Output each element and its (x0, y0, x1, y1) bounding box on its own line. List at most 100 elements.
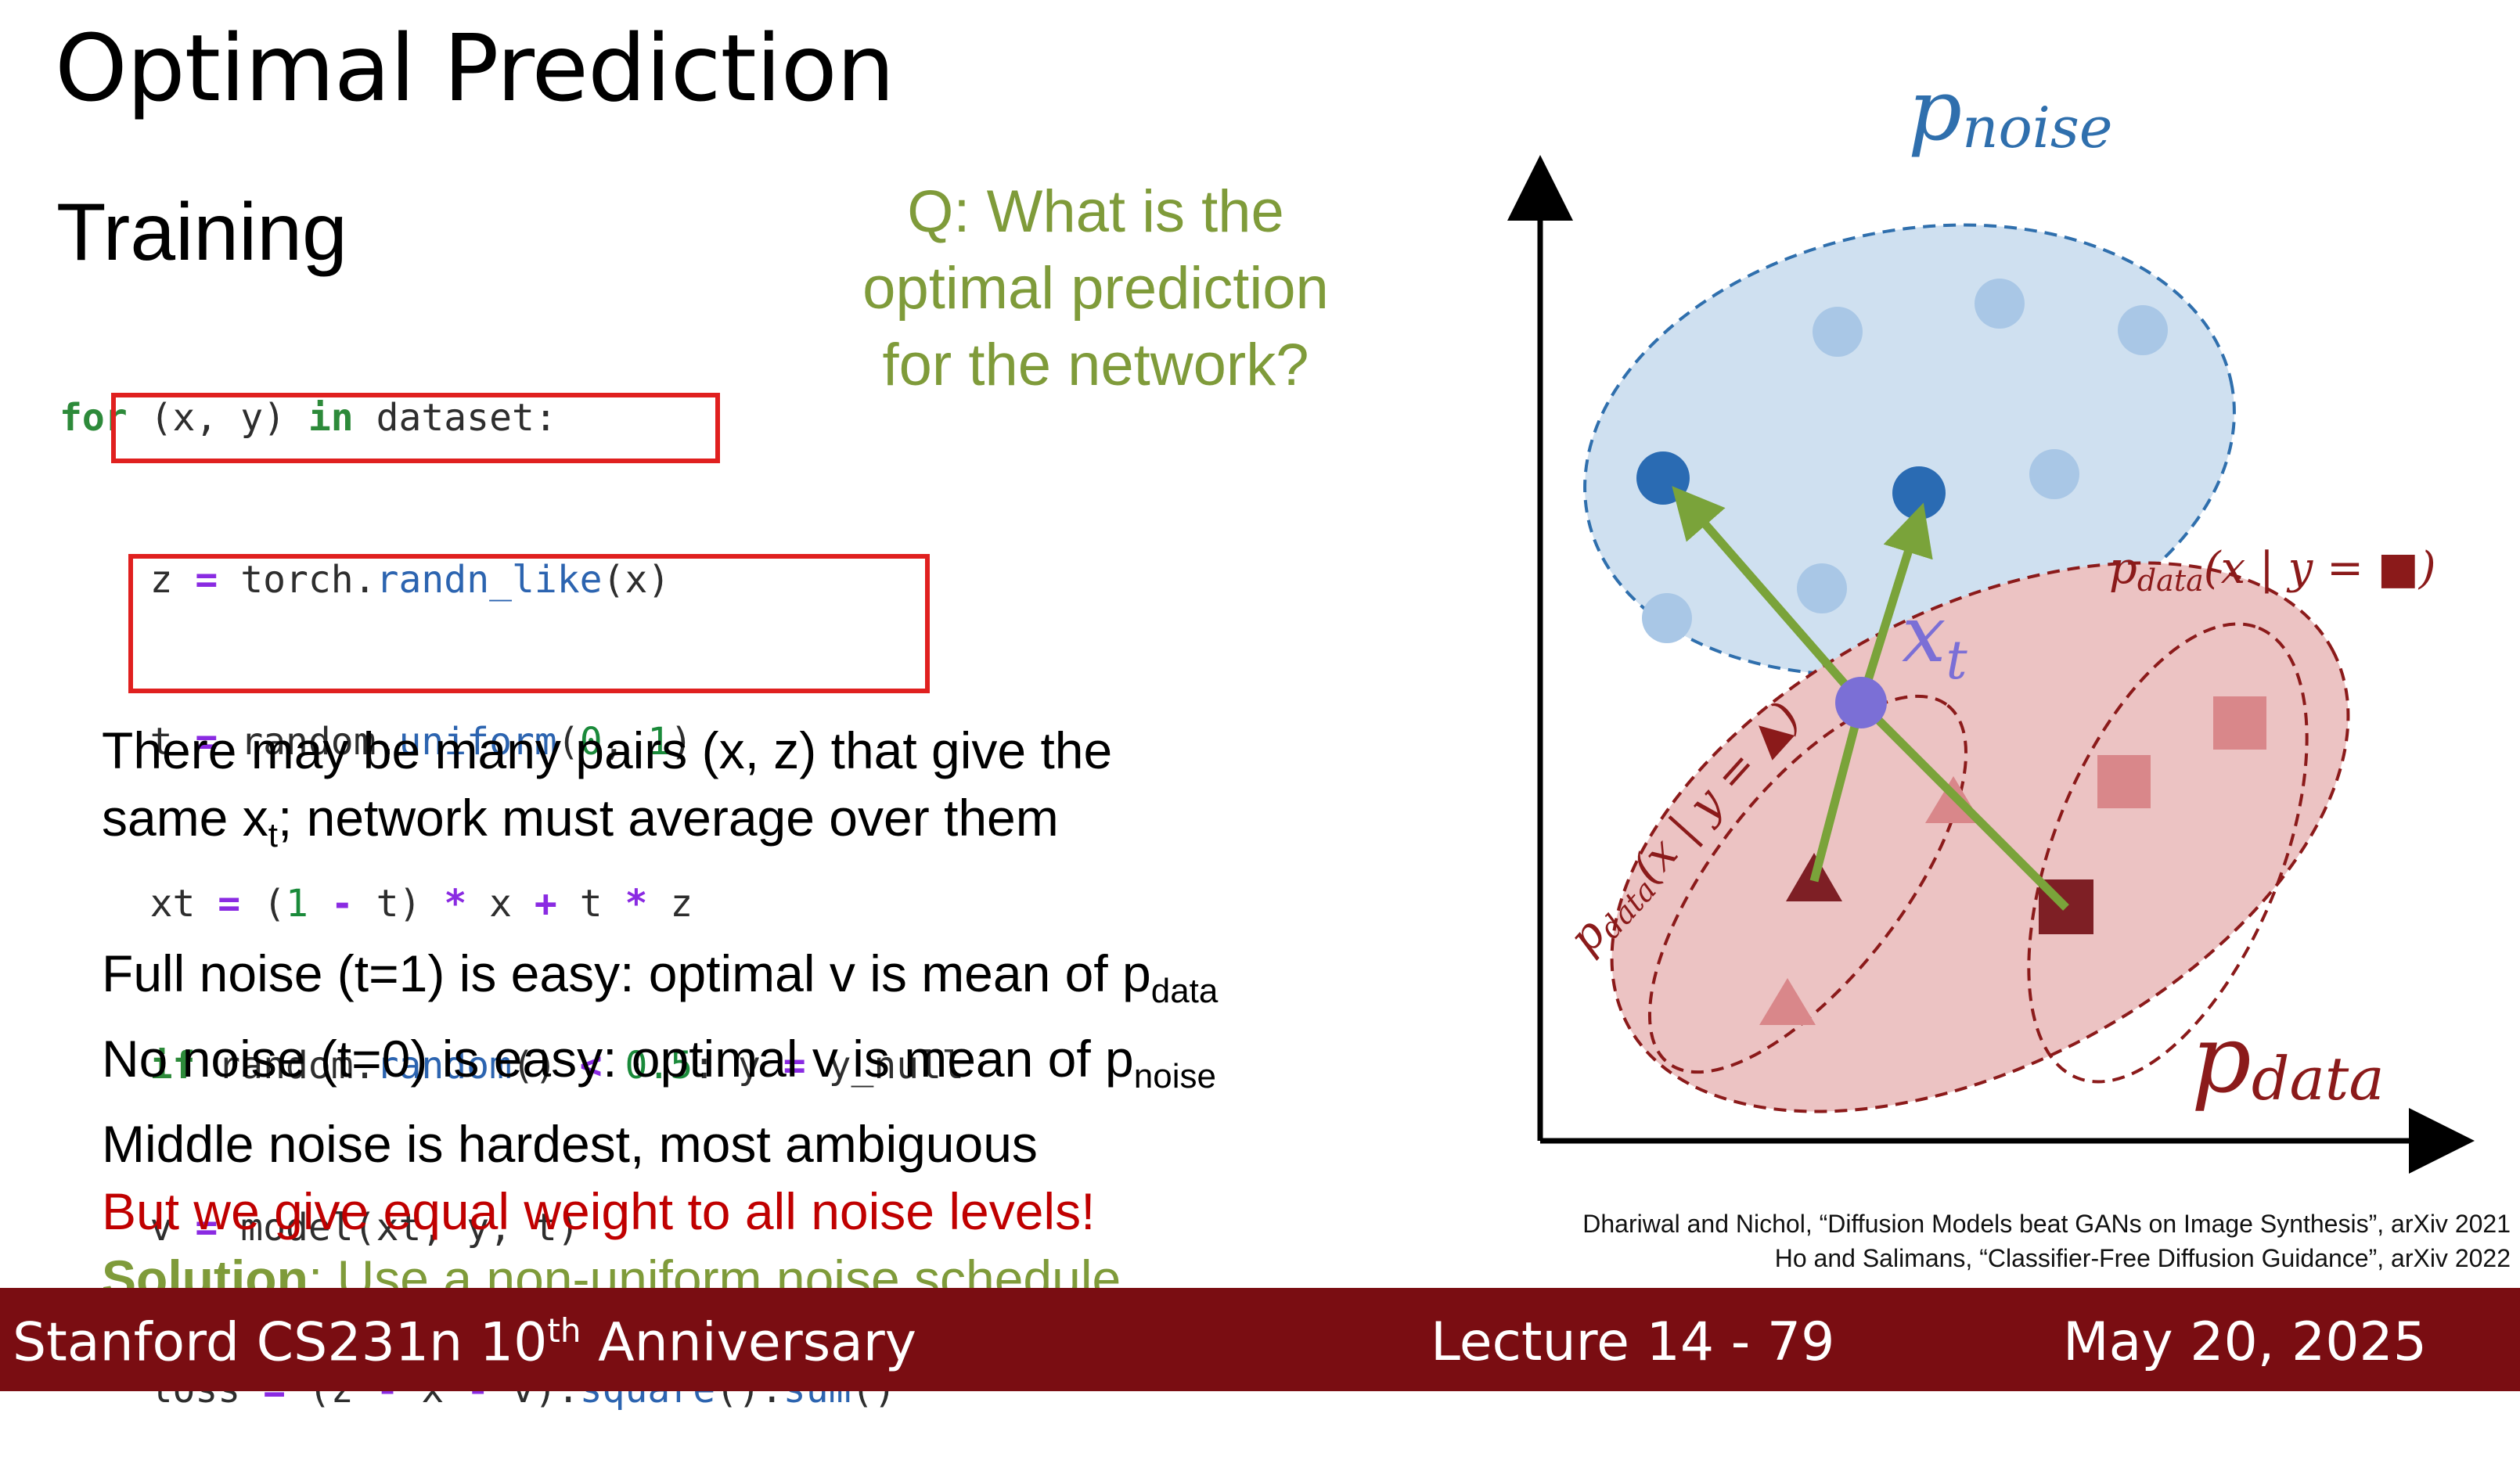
code-line: for (x, y) in dataset: (59, 391, 964, 445)
square-sample (2097, 755, 2151, 808)
code-operator: + (534, 882, 557, 926)
code-text: torch. (218, 558, 376, 602)
arrow-to-noise (1672, 486, 1865, 706)
noise-sample-dot-selected (1892, 466, 1946, 520)
data-distribution-region (1610, 561, 2350, 1113)
code-line: t = random.uniform(0, 1) (59, 715, 964, 769)
code-text: z (59, 558, 196, 602)
citation: Ho and Salimans, “Classifier-Free Diffus… (1774, 1244, 2511, 1272)
bullet-text: Full noise (t=1) is easy: optimal v is m… (102, 944, 1151, 1002)
code-operator: - (330, 882, 354, 926)
arrow-to-noise (1856, 502, 1933, 704)
noise-sample-dot (2118, 305, 2168, 355)
code-text: ) (670, 720, 693, 764)
bullet-text: ; network must average over them (277, 789, 1059, 847)
noise-sample-dot (1975, 279, 2025, 329)
arrow-shaft (1858, 700, 2069, 911)
explanation-text: There may be many pairs (x, z) that give… (102, 717, 1417, 1312)
code-number: 0.5 (625, 1044, 693, 1088)
code-keyword: in (308, 396, 354, 440)
code-text: random. (195, 1044, 376, 1088)
code-text: z (647, 882, 693, 926)
code-function: uniform (398, 720, 557, 764)
subscript: noise (1133, 1057, 1216, 1095)
noise-samples (1636, 279, 2168, 643)
xt-point (1835, 677, 1887, 728)
bullet-line: No noise (t=0) is easy: optimal v is mea… (102, 1025, 1417, 1110)
bullet-text: same x (102, 789, 268, 847)
code-operator: = (195, 1206, 218, 1250)
course-text: Anniversary (581, 1311, 917, 1374)
xt-label: xt (1902, 588, 1967, 692)
subscript: data (1150, 972, 1219, 1010)
arrow-shaft (1809, 701, 1866, 883)
lecture-number: Lecture 14 - 79 (1431, 1311, 1835, 1373)
code-operator: = (783, 1044, 806, 1088)
footer-bar: Stanford CS231n 10th Anniversary Lecture… (0, 1288, 2520, 1391)
course-name: Stanford CS231n 10th Anniversary (13, 1311, 916, 1374)
noise-sample-dot-selected (1636, 451, 1690, 505)
question-text: Q: What is the optimal prediction for th… (822, 174, 1370, 404)
code-text: dataset: (353, 396, 557, 440)
subscript: t (268, 816, 278, 854)
noise-sample-dot (1642, 593, 1692, 643)
question-line: for the network? (882, 332, 1309, 398)
code-operator: < (579, 1044, 603, 1088)
question-line: optimal prediction (862, 255, 1329, 322)
highlight-box-model (128, 554, 930, 693)
code-function: random (376, 1044, 512, 1088)
bullet-line-warning: But we give equal weight to all noise le… (102, 1182, 1096, 1240)
code-operator: = (195, 558, 218, 602)
code-text: (x, y) (127, 396, 308, 440)
code-keyword: if (149, 1044, 196, 1088)
code-text: : y (693, 1044, 783, 1088)
code-number: 1 (647, 720, 671, 764)
code-line: if random.random() < 0.5: y = y_null (59, 1039, 964, 1093)
code-text: v (59, 1206, 196, 1250)
code-line: z = torch.randn_like(x) (59, 553, 964, 607)
code-number: 0 (579, 720, 603, 764)
bullet-text: No noise (t=0) is easy: optimal v is mea… (102, 1030, 1134, 1088)
slide-title: Optimal Prediction (55, 14, 895, 122)
code-text: ( (240, 882, 286, 926)
lecture-date: May 20, 2025 (2063, 1311, 2428, 1373)
code-text: x (466, 882, 535, 926)
code-text: () (511, 1044, 580, 1088)
code-operator: * (444, 882, 467, 926)
course-superscript: th (547, 1311, 581, 1350)
diffusion-diagram: pnoise pdata xt pdata(x | y = ■) pdata(x… (1507, 62, 2475, 1174)
noise-sample-dot (1797, 563, 1847, 613)
citations: Dhariwal and Nichol, “Diffusion Models b… (1582, 1207, 2511, 1275)
code-text: (x) (602, 558, 671, 602)
bullet-line: Full noise (t=1) is easy: optimal v is m… (102, 940, 1417, 1025)
question-line: Q: What is the (907, 178, 1284, 245)
code-text: ( (556, 720, 580, 764)
bullet-line: Middle noise is hardest, most ambiguous (102, 1115, 1038, 1173)
code-operator: = (195, 720, 218, 764)
code-text: random. (218, 720, 399, 764)
code-text: t (556, 882, 625, 926)
bullet-line: same xt; network must average over them (102, 784, 1417, 869)
code-function: randn_like (376, 558, 603, 602)
code-line: v = model(xt, y, t) (59, 1201, 964, 1255)
bullet-line: There may be many pairs (x, z) that give… (102, 721, 1113, 779)
slide-subtitle: Training (56, 187, 347, 278)
code-operator: = (218, 882, 241, 926)
triangle-sample (1759, 978, 1816, 1025)
p-data-label: pdata (2191, 1005, 2385, 1114)
conditional-square-label: pdata(x | y = ■) (2109, 543, 2436, 598)
citation: Dhariwal and Nichol, “Diffusion Models b… (1582, 1210, 2511, 1238)
noise-sample-dot (1813, 307, 1863, 357)
course-text: Stanford CS231n 10 (13, 1311, 548, 1374)
code-text: t) (353, 882, 445, 926)
code-text: y_null (805, 1044, 964, 1088)
code-operator: * (625, 882, 648, 926)
noise-sample-dot (2029, 449, 2079, 499)
square-sample (2213, 696, 2266, 750)
code-number: 1 (286, 882, 308, 926)
highlight-box-t (111, 393, 720, 463)
code-text: t (59, 720, 196, 764)
code-text: model(xt, y, t) (218, 1206, 580, 1250)
velocity-arrows (1672, 486, 2069, 911)
code-text: xt (59, 882, 218, 926)
